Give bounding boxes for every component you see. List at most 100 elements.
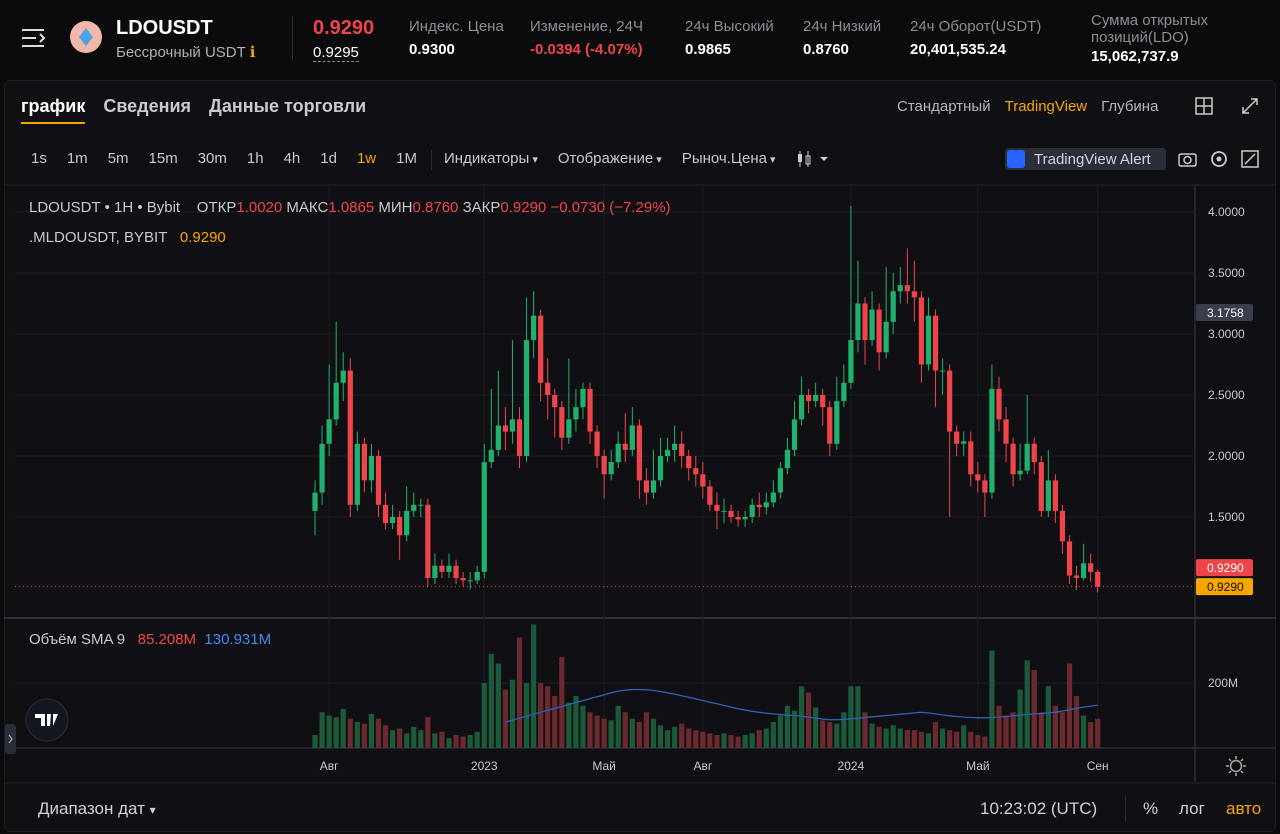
volume-sma-value: 130.931M: [204, 631, 272, 648]
candle-body: [389, 516, 396, 524]
volume-bar: [806, 692, 812, 748]
volume-bar: [897, 728, 903, 748]
menu-icon[interactable]: [22, 28, 46, 48]
interval[interactable]: 1w: [356, 150, 377, 167]
candle-body: [876, 309, 882, 353]
candle-body: [312, 492, 318, 511]
volume-bar: [418, 730, 424, 748]
candle-body: [820, 394, 826, 408]
candle-body: [700, 474, 706, 487]
interval[interactable]: 5m: [107, 150, 129, 167]
tabs: график Сведения Данные торговли: [21, 96, 384, 124]
view-option[interactable]: TradingView: [1004, 98, 1088, 115]
divider: [1125, 796, 1126, 822]
menu[interactable]: Рыноч.Цена: [682, 150, 776, 167]
volume-bar: [1045, 686, 1051, 748]
interval[interactable]: 1d: [320, 150, 337, 167]
coin-logo: [70, 21, 102, 53]
candle-body: [474, 571, 480, 581]
volume-bar: [939, 728, 946, 748]
stat: Изменение, 24Ч -0.0394 (-4.07%): [530, 18, 643, 58]
volume-bar: [904, 730, 910, 748]
interval[interactable]: 1s: [31, 150, 47, 167]
view-option[interactable]: Глубина: [1101, 98, 1159, 115]
index-legend: .MLDOUSDT, BYBIT 0.9290: [29, 229, 226, 246]
tab[interactable]: график: [21, 96, 86, 124]
x-tick-label: Авг: [693, 759, 712, 773]
volume-bar: [735, 736, 741, 748]
tab[interactable]: Данные торговли: [209, 96, 367, 116]
x-tick-label: Сен: [1087, 759, 1109, 773]
candle-body: [862, 303, 868, 341]
layout-icons[interactable]: [1195, 97, 1265, 117]
legend-value: 1.0020: [236, 199, 283, 216]
auto-toggle[interactable]: авто: [1226, 799, 1262, 818]
candle-body: [397, 516, 403, 536]
candle-body: [982, 480, 988, 493]
candle-body: [460, 577, 466, 581]
log-toggle[interactable]: лог: [1179, 799, 1205, 818]
candle-body: [1088, 563, 1094, 572]
tab[interactable]: Сведения: [103, 96, 192, 116]
info-icon[interactable]: ℹ: [249, 44, 256, 61]
settings-icon[interactable]: [1226, 756, 1246, 776]
volume-value: 85.208M: [137, 631, 197, 648]
tool-icons[interactable]: [1178, 149, 1262, 169]
x-tick-label: Авг: [320, 759, 339, 773]
volume-bar: [700, 731, 706, 748]
volume-bar: [1066, 663, 1073, 748]
candle-body: [897, 285, 903, 292]
volume-bar: [721, 733, 727, 748]
candle-body: [538, 315, 544, 383]
stat: 24ч Оборот(USDT) 20,401,535.24: [910, 18, 1041, 58]
legend-label: МАКС: [286, 199, 329, 216]
candle-type-icon[interactable]: [796, 150, 830, 168]
volume-bar: [820, 720, 826, 748]
candle-body: [1010, 443, 1016, 475]
volume-bar: [340, 709, 346, 748]
candle-body: [446, 565, 452, 572]
interval[interactable]: 15m: [148, 150, 178, 167]
menu[interactable]: Индикаторы: [444, 150, 538, 167]
candle-body: [996, 388, 1002, 420]
volume-bar: [425, 717, 431, 748]
volume-bar: [791, 710, 798, 748]
volume-title: Объём SMA 9: [29, 631, 126, 648]
candle-body: [954, 431, 960, 444]
divider: [292, 16, 293, 60]
candle-body: [643, 480, 650, 493]
candle-body: [587, 388, 593, 432]
candle-body: [382, 504, 389, 524]
volume-bar: [989, 650, 995, 748]
menu[interactable]: Отображение: [558, 150, 662, 167]
candle-body: [714, 504, 720, 511]
interval[interactable]: 1m: [66, 150, 88, 167]
candle-body: [340, 370, 346, 383]
stat-value: 0.9300: [409, 41, 455, 58]
candle-body: [523, 340, 530, 456]
date-range[interactable]: Диапазон дат ▾: [38, 799, 156, 818]
stat: Индекс. Цена 0.9300: [409, 18, 504, 58]
interval[interactable]: 1M: [396, 150, 417, 167]
view-option[interactable]: Стандартный: [897, 98, 991, 115]
volume-bar: [686, 728, 692, 748]
legend-value: 1.0865: [328, 199, 375, 216]
alert-button[interactable]: TradingView Alert: [1005, 148, 1166, 170]
interval[interactable]: 30m: [197, 150, 227, 167]
percent-toggle[interactable]: %: [1143, 799, 1159, 818]
candle-body: [411, 504, 417, 511]
volume-bar: [714, 735, 720, 748]
volume-bar: [531, 624, 537, 748]
volume-bar: [848, 686, 854, 748]
volume-bar: [446, 738, 452, 748]
volume-bar: [312, 735, 318, 748]
interval[interactable]: 1h: [246, 150, 264, 167]
volume-bar: [672, 726, 678, 748]
volume-bar: [1073, 696, 1080, 748]
interval[interactable]: 4h: [283, 150, 301, 167]
tv-logo[interactable]: [5, 698, 71, 758]
divider: [431, 150, 432, 170]
candle-body: [961, 441, 967, 444]
